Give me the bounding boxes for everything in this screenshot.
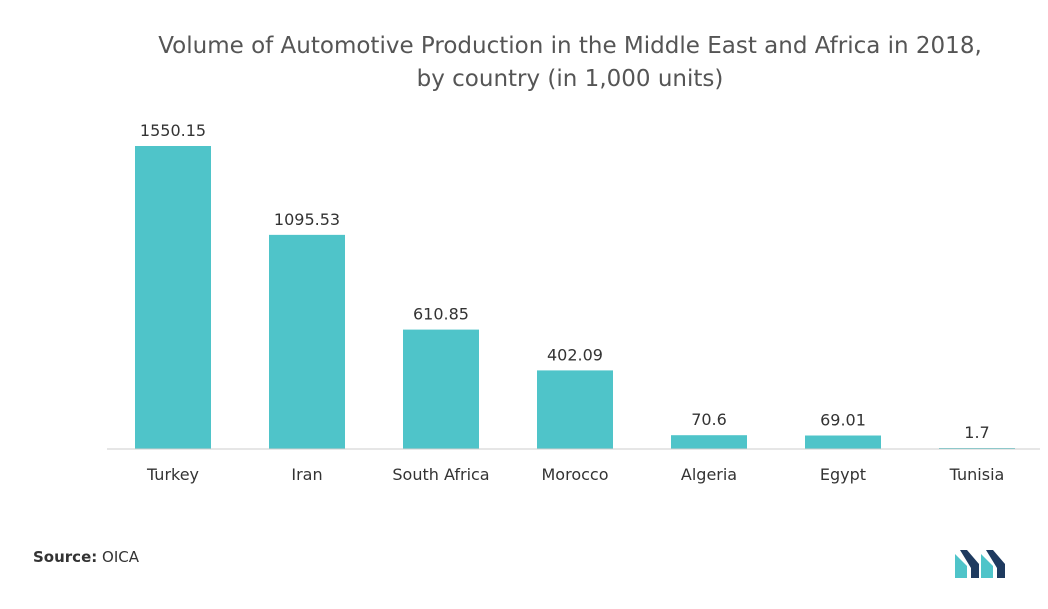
mordor-logo-icon [955, 550, 1005, 578]
bar-iran [269, 234, 345, 449]
x-tick-label: Turkey [146, 465, 199, 484]
x-tick-label: Morocco [542, 465, 609, 484]
bar-egypt [805, 435, 881, 449]
bars-group [135, 146, 1015, 449]
data-label: 1550.15 [140, 121, 206, 140]
bar-turkey [135, 146, 211, 449]
data-label: 1095.53 [274, 210, 340, 229]
data-labels-group: 1550.15 1095.53 610.85 402.09 70.6 69.01 1.7 [140, 121, 990, 442]
bar-algeria [671, 435, 747, 449]
source-note: Source: OICA [33, 548, 139, 566]
chart-title: Volume of Automotive Production in the M… [158, 33, 982, 59]
source-label: Source: [33, 548, 98, 566]
data-label: 1.7 [964, 423, 989, 442]
x-tick-label: Iran [291, 465, 322, 484]
chart-subtitle: by country (in 1,000 units) [416, 66, 724, 92]
chart-title-block: Volume of Automotive Production in the M… [0, 30, 1048, 96]
data-label: 402.09 [547, 345, 603, 364]
bar-south-africa [403, 329, 479, 449]
source-value: OICA [102, 548, 139, 566]
x-tick-labels-group: Turkey Iran South Africa Morocco Algeria Egyp… [146, 465, 1004, 484]
x-tick-label: Algeria [681, 465, 737, 484]
x-tick-label: Egypt [820, 465, 866, 484]
x-tick-label: South Africa [392, 465, 489, 484]
data-label: 610.85 [413, 305, 469, 324]
bar-morocco [537, 370, 613, 449]
data-label: 70.6 [691, 410, 727, 429]
data-label: 69.01 [820, 411, 866, 430]
x-tick-label: Tunisia [949, 465, 1005, 484]
